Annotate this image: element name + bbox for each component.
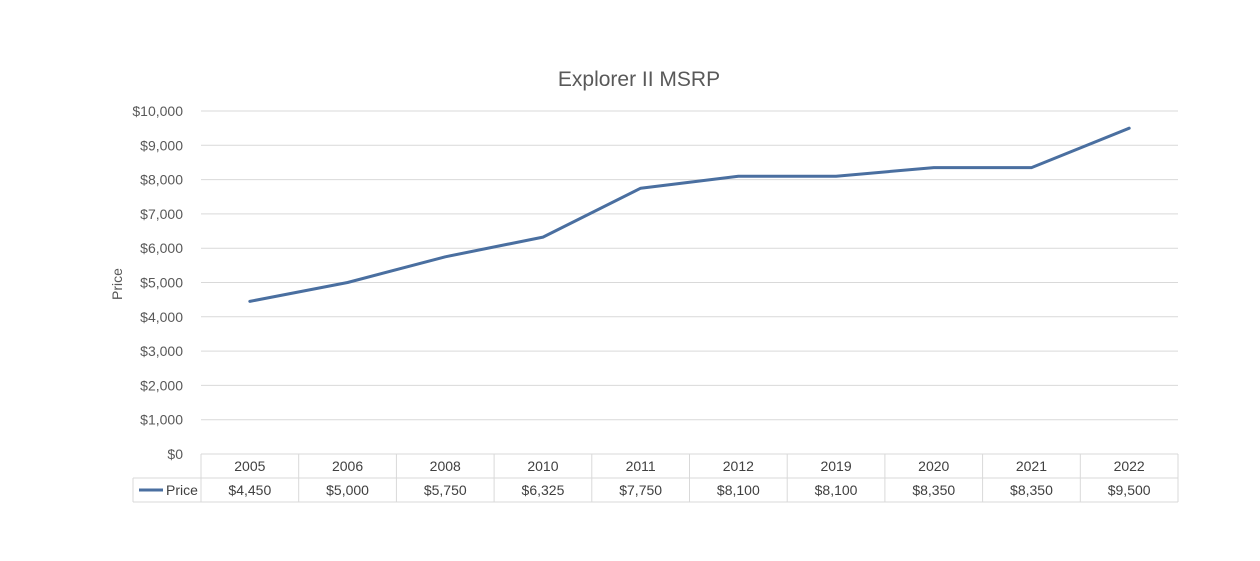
x-category-label: 2011 [626,458,656,474]
data-label: $9,500 [1108,482,1151,498]
y-axis-label: Price [109,268,125,300]
data-label: $6,325 [522,482,565,498]
data-label: $5,000 [326,482,369,498]
y-tick-label: $5,000 [140,275,183,291]
x-category-label: 2020 [918,458,949,474]
y-tick-label: $8,000 [140,172,183,188]
data-label: $8,100 [815,482,858,498]
x-category-label: 2010 [527,458,558,474]
x-category-label: 2006 [332,458,363,474]
y-tick-label: $0 [167,446,183,462]
data-label: $8,350 [1010,482,1053,498]
x-category-label: 2022 [1114,458,1145,474]
y-tick-label: $2,000 [140,377,183,393]
data-label: $5,750 [424,482,467,498]
y-tick-label: $4,000 [140,309,183,325]
x-category-label: 2008 [430,458,461,474]
y-tick-label: $1,000 [140,412,183,428]
x-category-label: 2012 [723,458,754,474]
data-label: $8,100 [717,482,760,498]
series-line-price [248,126,1131,303]
data-label: $7,750 [619,482,662,498]
data-label: $4,450 [228,482,271,498]
x-category-label: 2005 [234,458,265,474]
y-tick-label: $9,000 [140,137,183,153]
chart-title: Explorer II MSRP [558,68,720,91]
y-tick-label: $7,000 [140,206,183,222]
x-category-label: 2019 [820,458,851,474]
legend-label: Price [166,482,198,498]
x-category-label: 2021 [1016,458,1047,474]
y-tick-label: $3,000 [140,343,183,359]
data-label: $8,350 [912,482,955,498]
y-tick-label: $6,000 [140,240,183,256]
y-tick-label: $10,000 [132,103,183,119]
